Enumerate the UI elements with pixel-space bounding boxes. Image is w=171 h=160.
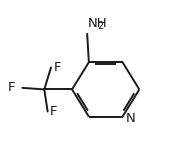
Text: F: F xyxy=(50,105,58,118)
Text: F: F xyxy=(54,61,61,74)
Text: 2: 2 xyxy=(97,21,103,31)
Text: F: F xyxy=(7,81,15,94)
Text: N: N xyxy=(126,112,136,125)
Text: NH: NH xyxy=(88,17,108,30)
